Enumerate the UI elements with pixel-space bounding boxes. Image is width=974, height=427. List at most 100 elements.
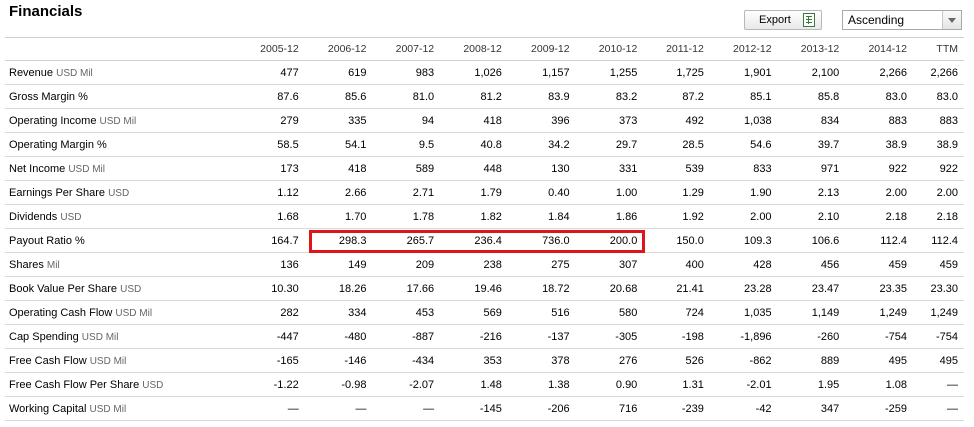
table-cell: -754	[913, 324, 964, 349]
table-cell: 17.66	[372, 276, 441, 301]
table-cell: 1.78	[372, 204, 441, 229]
table-row: Net Income USD Mil 173 418 589 448 130 331 539 8…	[5, 156, 964, 181]
column-header: 2012-12	[709, 37, 778, 61]
table-cell: 0.90	[575, 372, 644, 397]
table-cell: -0.98	[304, 372, 373, 397]
table-cell: 516	[507, 300, 576, 325]
table-cell: 1.70	[304, 204, 373, 229]
table-cell: -216	[440, 324, 508, 349]
table-cell: —	[237, 396, 305, 421]
column-header: 2014-12	[845, 37, 913, 61]
sort-order-select[interactable]: Ascending	[842, 10, 962, 30]
export-button[interactable]: Export	[744, 10, 822, 30]
table-cell: 23.30	[913, 276, 964, 301]
table-cell: 1.68	[237, 204, 305, 229]
row-unit: Mil	[46, 259, 60, 271]
row-label-cell: Gross Margin %	[5, 84, 237, 109]
table-cell: 164.7	[237, 228, 305, 253]
chevron-down-icon[interactable]	[942, 11, 961, 29]
row-label-cell: Free Cash Flow Per Share USD	[5, 372, 237, 397]
table-cell: 38.9	[845, 132, 913, 157]
column-header: 2013-12	[777, 37, 846, 61]
row-label-cell: Book Value Per Share USD	[5, 276, 237, 301]
table-cell: 1.08	[845, 372, 913, 397]
table-cell: 477	[237, 60, 305, 85]
table-row: Operating Margin % 58.5 54.1 9.5 40.8 34.2 29.…	[5, 132, 964, 157]
table-cell: 112.4	[845, 228, 913, 253]
table-cell: 34.2	[507, 132, 576, 157]
table-cell: 589	[372, 156, 441, 181]
table-cell: -862	[709, 348, 778, 373]
column-header: 2006-12	[304, 37, 373, 61]
table-row: Cap Spending USD Mil -447 -480 -887 -216 -137…	[5, 324, 964, 349]
page-title: Financials	[9, 3, 83, 20]
row-label: Revenue	[9, 66, 54, 79]
table-cell: 83.0	[845, 84, 913, 109]
table-cell: 428	[709, 252, 778, 277]
table-cell: 2.00	[709, 204, 778, 229]
table-cell: 58.5	[237, 132, 305, 157]
table-cell: -2.07	[372, 372, 441, 397]
table-cell: 238	[440, 252, 508, 277]
table-cell: 83.2	[575, 84, 644, 109]
table-cell: 1,901	[709, 60, 778, 85]
table-cell: -434	[372, 348, 441, 373]
table-row: Earnings Per Share USD 1.12 2.66 2.71 1.79 0.…	[5, 180, 964, 205]
table-cell: 40.8	[440, 132, 508, 157]
row-label: Shares	[9, 258, 44, 271]
table-cell: 459	[845, 252, 913, 277]
table-cell: 400	[643, 252, 710, 277]
sort-order-value: Ascending	[848, 13, 905, 27]
table-cell: 29.7	[575, 132, 644, 157]
table-cell: 1.90	[709, 180, 778, 205]
table-cell: 1.12	[237, 180, 305, 205]
row-label: Free Cash Flow Per Share	[9, 378, 140, 391]
table-cell: 87.6	[237, 84, 305, 109]
table-cell: 2.71	[372, 180, 441, 205]
column-header: 2010-12	[575, 37, 644, 61]
table-cell: 83.0	[913, 84, 964, 109]
table-row: Revenue USD Mil 477 619 983 1,026 1,157 1,255 1…	[5, 60, 964, 85]
table-cell: 18.26	[304, 276, 373, 301]
row-label-cell: Free Cash Flow USD Mil	[5, 348, 237, 373]
row-unit: USD Mil	[89, 355, 127, 367]
table-cell: -239	[643, 396, 710, 421]
table-cell: —	[913, 396, 964, 421]
table-cell: 883	[913, 108, 964, 133]
table-cell: 209	[372, 252, 441, 277]
row-unit: USD	[60, 211, 82, 223]
table-row: Operating Income USD Mil 279 335 94 418 396 37…	[5, 108, 964, 133]
table-row: Working Capital USD Mil — — — -145 -206 716 -23…	[5, 396, 964, 421]
table-cell: 1,249	[913, 300, 964, 325]
table-row: Gross Margin % 87.6 85.6 81.0 81.2 83.9 83.2 87…	[5, 84, 964, 109]
table-cell: 495	[913, 348, 964, 373]
table-cell: -259	[845, 396, 913, 421]
table-cell: 883	[845, 108, 913, 133]
row-label: Operating Margin %	[9, 138, 107, 151]
table-cell: —	[372, 396, 441, 421]
table-cell: 834	[777, 108, 846, 133]
table-cell: 1.29	[643, 180, 710, 205]
table-cell: 1,035	[709, 300, 778, 325]
row-unit: USD Mil	[89, 403, 127, 415]
table-cell: 23.35	[845, 276, 913, 301]
table-cell: 334	[304, 300, 373, 325]
table-cell: 19.46	[440, 276, 508, 301]
table-cell: 1,255	[575, 60, 644, 85]
table-cell: 81.2	[440, 84, 508, 109]
table-cell: 418	[440, 108, 508, 133]
table-body: Revenue USD Mil 477 619 983 1,026 1,157 1,255 1…	[5, 60, 964, 421]
row-label: Book Value Per Share	[9, 282, 118, 295]
table-cell: 580	[575, 300, 644, 325]
table-cell: 173	[237, 156, 305, 181]
table-row: Shares Mil 136 149 209 238 275 307 400 428 456 459…	[5, 252, 964, 277]
table-cell: 1.48	[440, 372, 508, 397]
table-cell: -305	[575, 324, 644, 349]
row-label-cell: Working Capital USD Mil	[5, 396, 237, 421]
table-cell: 2,266	[913, 60, 964, 85]
table-cell: -1,896	[709, 324, 778, 349]
table-cell: 85.8	[777, 84, 846, 109]
table-cell: -754	[845, 324, 913, 349]
table-cell: 106.6	[777, 228, 846, 253]
row-label: Net Income	[9, 162, 66, 175]
